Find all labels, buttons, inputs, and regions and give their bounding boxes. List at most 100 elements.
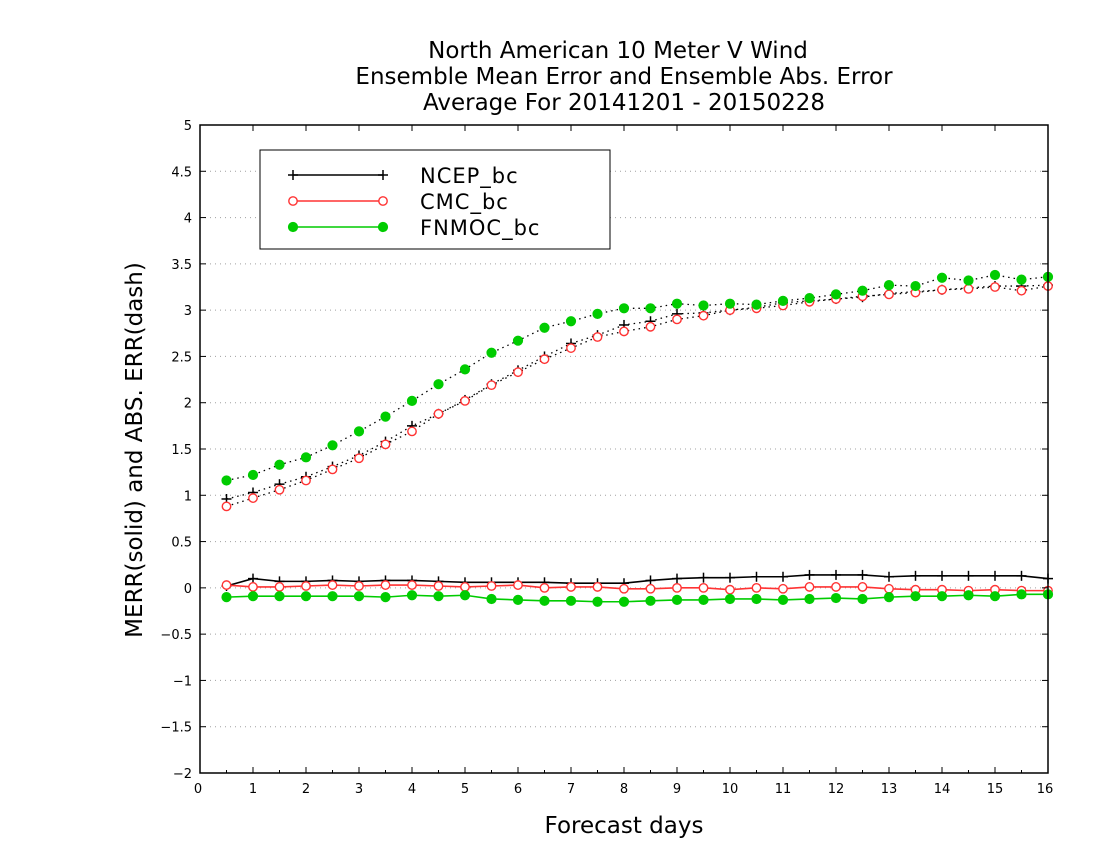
y-tick-label: 0 — [184, 582, 192, 597]
merr-point — [486, 593, 497, 605]
abs-err-point — [645, 303, 656, 314]
merr-point — [539, 595, 550, 606]
merr-point — [565, 595, 577, 606]
abs-err-point — [274, 484, 285, 495]
x-tick-label: 1 — [249, 782, 257, 797]
series-cmc-bc — [221, 281, 1053, 596]
merr-point — [698, 582, 709, 593]
x-tick-label: 5 — [461, 782, 469, 797]
abs-err-point — [353, 426, 365, 437]
merr-point — [1016, 589, 1027, 600]
abs-err-point — [512, 335, 524, 346]
merr-point — [937, 570, 947, 581]
merr-point — [618, 596, 630, 607]
series-fnmoc-bc — [221, 269, 1054, 607]
merr-point — [963, 570, 974, 581]
x-axis: 0 1 2 3 4 5 6 7 8 9 10 11 12 13 14 15 16 — [194, 125, 1053, 797]
x-tick-label: 14 — [934, 782, 951, 797]
x-tick-label: 2 — [302, 782, 310, 797]
merr-point — [857, 593, 868, 605]
merr-point — [698, 572, 709, 583]
merr-point — [751, 582, 762, 593]
abs-err-point — [380, 439, 391, 450]
merr-point — [1016, 570, 1027, 581]
abs-err-point — [990, 282, 1000, 292]
abs-err-point — [248, 493, 258, 503]
merr-point — [910, 591, 921, 602]
merr-point — [884, 583, 894, 594]
abs-err-point — [513, 367, 523, 378]
abs-err-point — [486, 347, 497, 358]
merr-point — [645, 595, 656, 606]
title-line-3: Average For 20141201 - 20150228 — [423, 90, 825, 116]
merr-point — [645, 575, 656, 586]
abs-err-point — [354, 453, 364, 464]
x-tick-label: 0 — [194, 782, 202, 797]
merr-point — [248, 573, 258, 584]
merr-line-fnmoc-bc — [226, 593, 1048, 603]
merr-point — [989, 591, 1001, 602]
y-tick-label: −1 — [173, 674, 192, 689]
abs-err-point — [698, 300, 709, 311]
abs-err-point — [989, 269, 1001, 281]
merr-point — [884, 571, 894, 582]
merr-point — [724, 593, 736, 605]
abs-err-point — [751, 299, 762, 310]
series-layer — [221, 269, 1054, 607]
abs-err-point — [937, 284, 947, 295]
legend-marker — [288, 196, 298, 206]
legend-item-cmc-bc: CMC_bc — [288, 190, 508, 215]
abs-err-point — [883, 280, 895, 291]
abs-err-line-cmc-bc — [226, 285, 1049, 508]
merr-point — [221, 580, 232, 590]
merr-point — [274, 591, 285, 602]
y-tick-label: 5 — [184, 119, 192, 134]
abs-err-point — [539, 354, 550, 365]
abs-err-point — [1016, 285, 1027, 296]
abs-err-point — [910, 280, 921, 292]
legend-marker — [378, 196, 388, 206]
abs-err-point — [618, 303, 630, 314]
abs-err-point — [619, 326, 629, 337]
abs-err-point — [407, 426, 417, 437]
gridlines — [200, 170, 1048, 728]
abs-err-point — [486, 380, 497, 391]
abs-err-point — [327, 464, 338, 475]
abs-err-point — [592, 308, 603, 319]
y-tick-label: 0.5 — [171, 536, 192, 551]
merr-point — [990, 570, 1000, 581]
abs-err-point — [804, 293, 815, 304]
x-tick-label: 16 — [1037, 782, 1054, 797]
title-line-1: North American 10 Meter V Wind — [428, 38, 808, 64]
merr-point — [778, 571, 788, 582]
merr-point — [830, 592, 842, 604]
merr-point — [725, 584, 735, 595]
abs-err-point — [459, 364, 471, 375]
merr-point — [406, 590, 418, 601]
merr-point — [645, 583, 656, 594]
x-tick-label: 8 — [620, 782, 628, 797]
merr-point — [804, 593, 815, 605]
merr-point — [327, 591, 338, 602]
y-tick-label: 3.5 — [171, 258, 192, 273]
merr-point — [725, 572, 735, 583]
legend-marker — [378, 170, 388, 180]
merr-point — [592, 596, 603, 607]
merr-point — [247, 591, 259, 602]
x-tick-label: 12 — [828, 782, 845, 797]
abs-err-line-ncep-bc — [226, 284, 1049, 500]
merr-point — [433, 591, 444, 602]
merr-point — [831, 569, 841, 580]
abs-err-point — [300, 452, 312, 463]
abs-err-point — [460, 395, 470, 406]
merr-point — [248, 582, 258, 592]
series-ncep-bc — [221, 280, 1053, 592]
y-axis-label: MERR(solid) and ABS. ERR(dash) — [122, 262, 148, 638]
merr-point — [380, 592, 391, 603]
abs-err-point — [566, 343, 576, 353]
merr-point — [778, 583, 788, 594]
abs-err-point — [247, 469, 259, 481]
abs-err-line-fnmoc-bc — [226, 274, 1049, 482]
